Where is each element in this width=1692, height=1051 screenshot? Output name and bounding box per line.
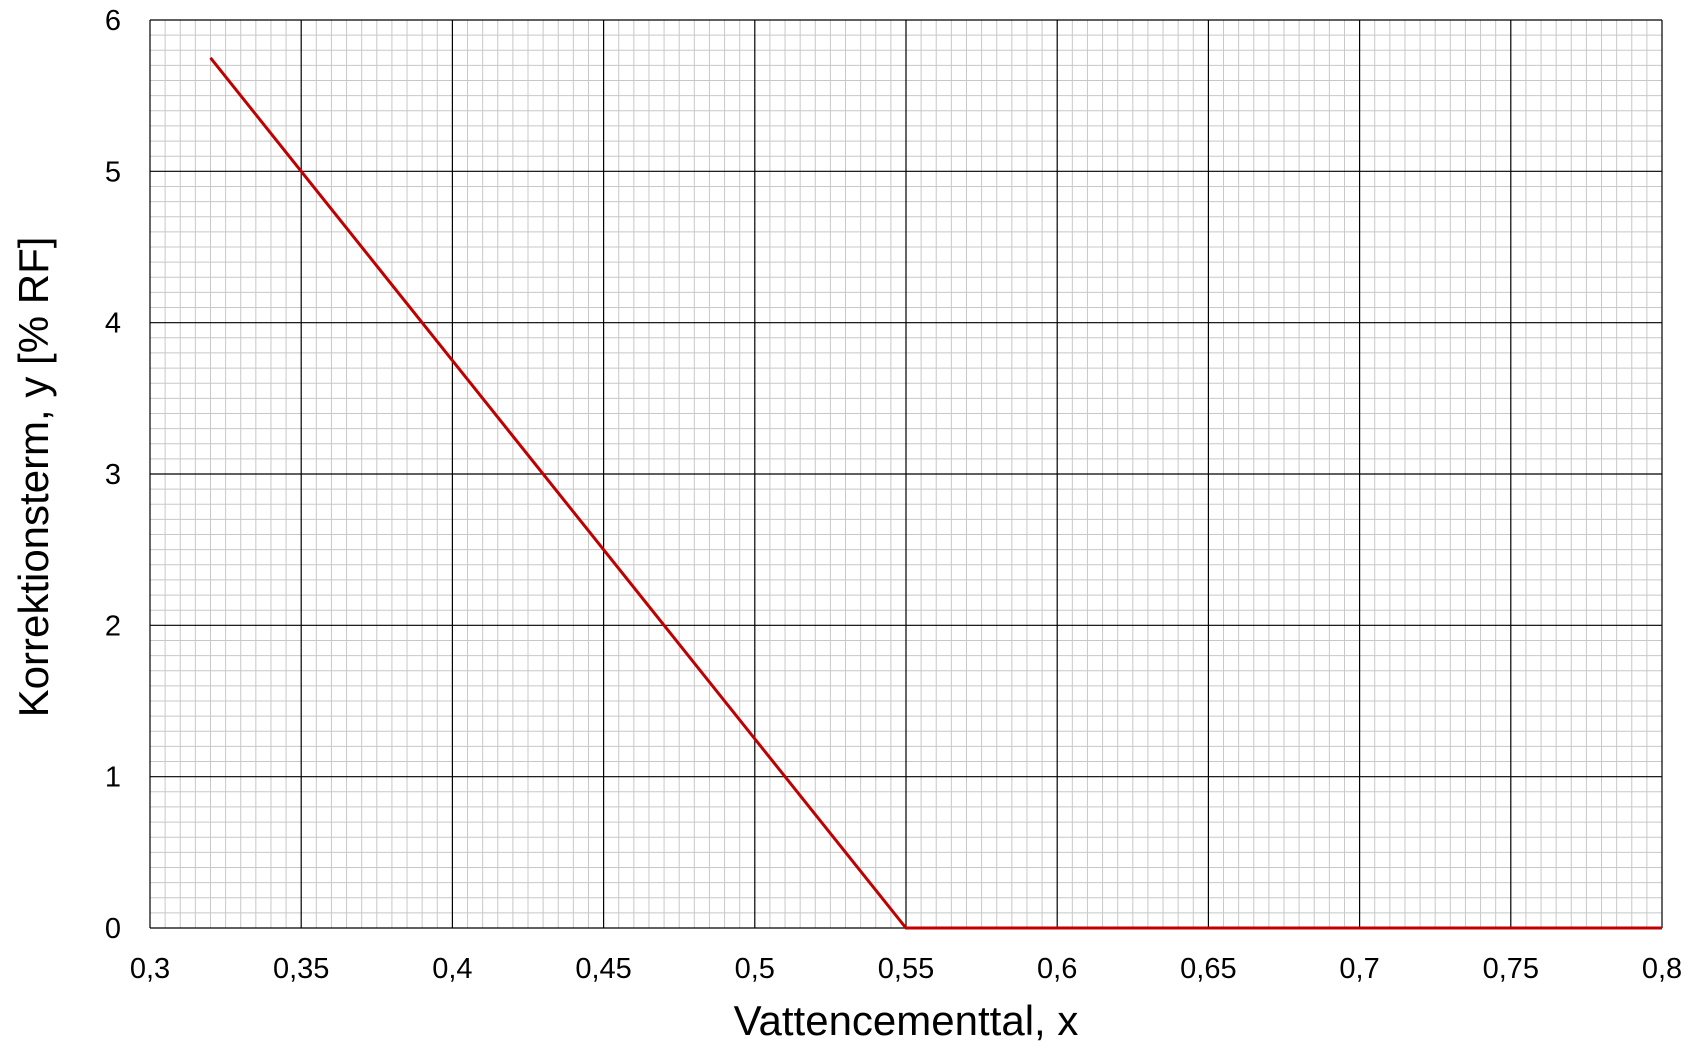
y-tick-label: 0 — [105, 913, 121, 945]
x-tick-label: 0,55 — [878, 953, 934, 985]
y-axis-title: Korrektionsterm, y [% RF] — [10, 237, 57, 718]
series-line — [209, 56, 1662, 930]
y-tick-label: 1 — [105, 762, 121, 794]
x-tick-label: 0,75 — [1483, 953, 1539, 985]
y-tick-label: 5 — [105, 156, 121, 188]
x-tick-label: 0,3 — [130, 953, 170, 985]
x-tick-label: 0,45 — [575, 953, 631, 985]
x-tick-label: 0,4 — [432, 953, 472, 985]
x-tick-labels: 0,3 0,35 0,4 0,45 0,5 0,55 0,6 0,65 0,7 0,75 0,8 — [130, 953, 1682, 985]
y-tick-label: 3 — [105, 459, 121, 491]
y-tick-label: 2 — [105, 610, 121, 642]
x-tick-label: 0,8 — [1642, 953, 1682, 985]
x-tick-label: 0,35 — [273, 953, 329, 985]
x-tick-label: 0,5 — [735, 953, 775, 985]
x-tick-label: 0,7 — [1339, 953, 1379, 985]
y-tick-label: 4 — [105, 308, 121, 340]
series-layer — [209, 56, 1662, 930]
y-tick-label: 6 — [105, 5, 121, 37]
x-axis-title: Vattencementtal, x — [734, 997, 1079, 1044]
x-tick-label: 0,6 — [1037, 953, 1077, 985]
major-grid — [149, 19, 1663, 929]
y-tick-labels: 0 1 2 3 4 5 6 — [105, 5, 121, 945]
x-tick-label: 0,65 — [1180, 953, 1236, 985]
